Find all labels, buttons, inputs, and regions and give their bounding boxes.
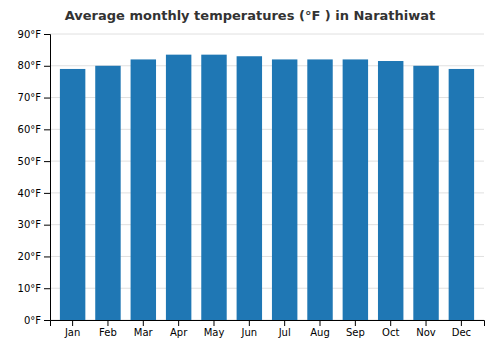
y-axis: 0°F 10°F 20°F 30°F 40°F 50°F 60°F 70°F 80°F 90°F	[18, 29, 51, 326]
plot: 0°F 10°F 20°F 30°F 40°F 50°F 60°F 70°F 80°F 90°F J…	[18, 29, 485, 338]
tick-label: Jul	[278, 327, 291, 338]
tick-mark	[44, 193, 50, 194]
bar	[449, 69, 474, 320]
tick-mark	[44, 66, 50, 67]
tick-label: 10°F	[18, 283, 42, 294]
tick-label: 70°F	[18, 92, 42, 103]
tick-mark	[426, 320, 427, 326]
tick-mark	[44, 98, 50, 99]
title: Average monthly temperatures (°F ) in Na…	[65, 8, 436, 23]
bar	[237, 56, 262, 320]
tick-label: 80°F	[18, 60, 42, 71]
tick: Aug	[310, 320, 330, 338]
grid	[50, 34, 484, 320]
tick: Apr	[170, 320, 188, 338]
grid-line	[50, 34, 484, 35]
tick-mark	[390, 320, 391, 326]
tick-mark	[107, 320, 108, 326]
axis-line	[51, 321, 485, 327]
tick: 60°F	[18, 124, 50, 135]
tick-label: 30°F	[18, 219, 42, 230]
bar	[60, 69, 85, 320]
tick-label: Feb	[99, 327, 117, 338]
tick-mark	[284, 320, 285, 326]
tick-label: Oct	[382, 327, 399, 338]
tick-label: Nov	[416, 327, 436, 338]
tick-mark	[72, 320, 73, 326]
tick-label: Sep	[346, 327, 365, 338]
tick-label: 20°F	[18, 251, 42, 262]
tick-label: 90°F	[18, 29, 42, 40]
tick-mark	[143, 320, 144, 326]
tick-mark	[44, 256, 50, 257]
tick: 40°F	[18, 188, 50, 199]
tick: Jul	[278, 320, 291, 338]
tick-mark	[44, 320, 50, 321]
tick-mark	[178, 320, 179, 326]
tick-mark	[320, 320, 321, 326]
tick-mark	[44, 225, 50, 226]
tick-label: Dec	[452, 327, 471, 338]
bar	[201, 55, 226, 320]
tick-label: 50°F	[18, 156, 42, 167]
tick: Feb	[99, 320, 117, 338]
bar	[131, 59, 156, 320]
chart: 0°F 10°F 20°F 30°F 40°F 50°F 60°F 70°F 80°F 90°F J…	[0, 0, 500, 350]
tick: 0°F	[24, 315, 50, 326]
tick: 70°F	[18, 92, 50, 103]
tick-mark	[355, 320, 356, 326]
tick-label: Jun	[241, 327, 258, 338]
tick-mark	[213, 320, 214, 326]
bar	[413, 66, 438, 320]
tick-mark	[44, 288, 50, 289]
bar	[343, 59, 368, 320]
tick: Mar	[134, 320, 154, 338]
tick: 20°F	[18, 251, 50, 262]
tick-label: Jan	[64, 327, 80, 338]
tick-mark	[461, 320, 462, 326]
tick: 30°F	[18, 219, 50, 230]
bar	[272, 59, 297, 320]
tick: Dec	[452, 320, 471, 338]
tick: 10°F	[18, 283, 50, 294]
bar	[378, 61, 403, 320]
tick-label: May	[204, 327, 225, 338]
tick-label: 0°F	[24, 315, 41, 326]
tick: 90°F	[18, 29, 50, 40]
tick-label: Apr	[170, 327, 188, 338]
axis-line	[44, 35, 51, 321]
tick: Jan	[64, 320, 80, 338]
tick-mark	[249, 320, 250, 326]
x-axis: Jan Feb Mar Apr May Jun Jul Aug Sep Oct Nov Dec	[51, 320, 485, 338]
tick-mark	[44, 34, 50, 35]
tick-label: 60°F	[18, 124, 42, 135]
tick: Oct	[382, 320, 399, 338]
bar	[95, 66, 120, 320]
tick-label: Mar	[134, 327, 154, 338]
tick: Nov	[416, 320, 436, 338]
tick-label: 40°F	[18, 188, 42, 199]
tick: Jun	[241, 320, 258, 338]
tick: 50°F	[18, 156, 50, 167]
bars	[60, 55, 474, 320]
tick: May	[204, 320, 225, 338]
tick-mark	[44, 129, 50, 130]
tick-mark	[44, 161, 50, 162]
tick: Sep	[346, 320, 365, 338]
tick-label: Aug	[310, 327, 330, 338]
bar	[307, 59, 332, 320]
tick: 80°F	[18, 60, 50, 71]
bar	[166, 55, 191, 320]
